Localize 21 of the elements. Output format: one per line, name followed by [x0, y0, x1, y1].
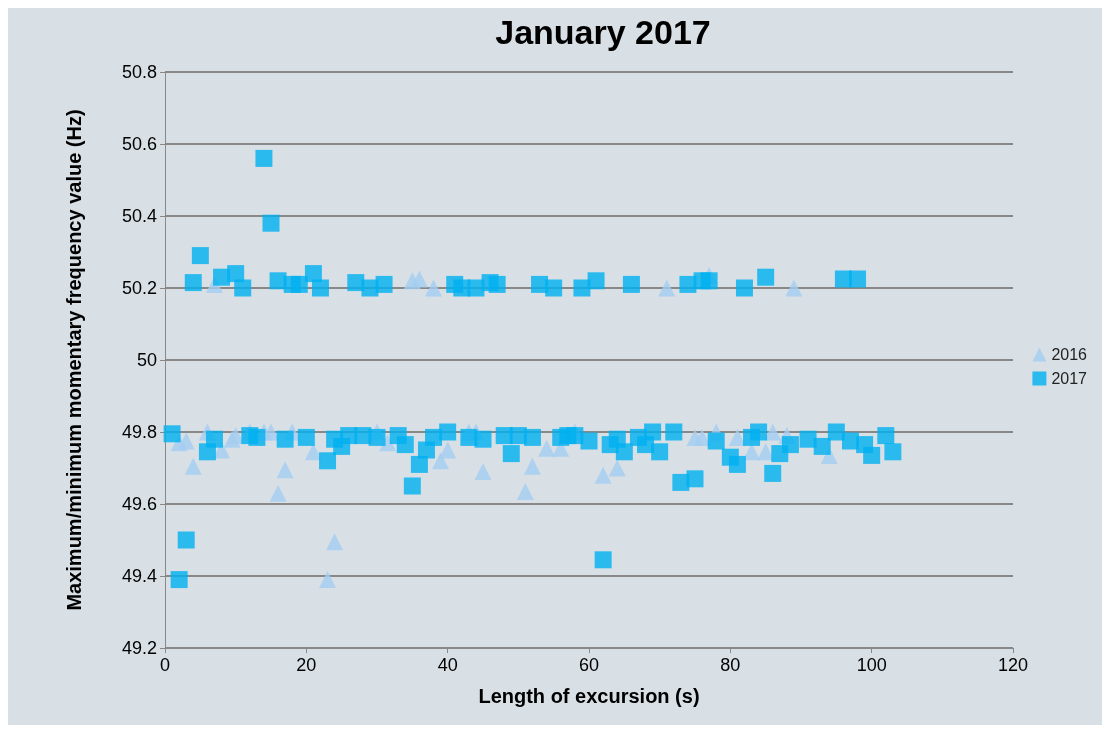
chart-title: January 2017: [495, 13, 711, 51]
x-axis-title: Length of excursion (s): [478, 685, 700, 707]
x-tick-label: 100: [856, 655, 887, 675]
y-tick-label: 49.4: [121, 566, 157, 586]
y-tick-label: 50.4: [121, 206, 157, 226]
y-tick-label: 49.8: [121, 422, 157, 442]
x-tick-label: 0: [159, 655, 171, 675]
y-axis-title: Maximum/minimum momentary frequency value (Hz): [63, 109, 85, 611]
y-tick-label: 50.2: [121, 278, 157, 298]
y-tick-label: 50.8: [121, 62, 157, 82]
y-tick-label: 49.6: [121, 494, 157, 514]
x-tick-label: 20: [296, 655, 317, 675]
x-tick-label: 120: [997, 655, 1029, 675]
x-tick-label: 40: [437, 655, 458, 675]
y-tick-label: 50: [136, 350, 157, 370]
x-tick-label: 80: [720, 655, 741, 675]
y-tick-label: 49.2: [121, 638, 157, 658]
y-tick-label: 50.6: [121, 134, 157, 154]
legend-label: 2017: [1051, 370, 1088, 387]
x-tick-label: 60: [578, 655, 600, 675]
legend-label: 2016: [1051, 346, 1088, 363]
